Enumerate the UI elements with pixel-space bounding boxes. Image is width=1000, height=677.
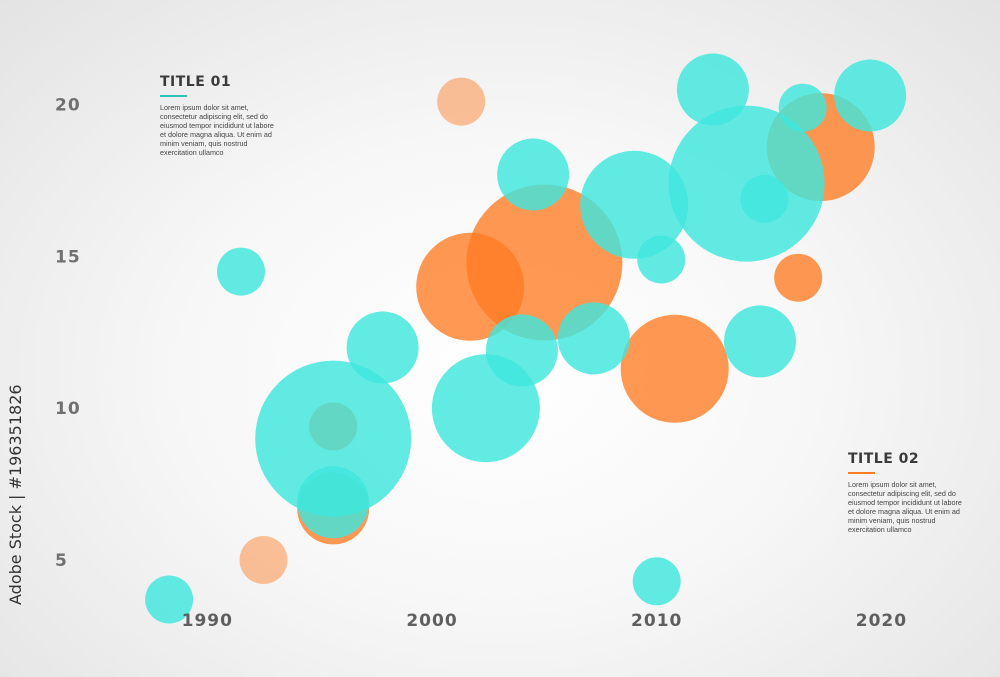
teal-bubble-16 (778, 83, 827, 132)
orange-bubble-6 (774, 253, 823, 302)
annotation-accent-bar (848, 472, 875, 474)
y-tick-label: 20 (55, 96, 81, 116)
y-tick-label: 15 (55, 247, 81, 267)
x-axis-ticks: 1990 2000 2010 2020 (182, 611, 907, 631)
teal-bubble-4 (346, 311, 419, 384)
teal-bubble-6 (485, 314, 558, 387)
annotation-title: TITLE 01 (160, 74, 232, 90)
x-tick-label: 2000 (406, 611, 457, 631)
annotation-body-text: Lorem ipsum dolor sit amet, consectetur … (848, 480, 962, 534)
annotation-accent-bar (160, 95, 187, 97)
stock-credit: Adobe Stock | #196351826 (6, 384, 26, 625)
teal-series (145, 53, 907, 624)
orange-bubble-8 (437, 77, 486, 126)
orange-bubble-0 (239, 536, 288, 584)
teal-bubble-11 (637, 235, 686, 284)
annotation-title: TITLE 02 (848, 451, 920, 467)
teal-bubble-3 (297, 466, 370, 539)
teal-bubble-10 (632, 557, 681, 606)
y-tick-label: 10 (55, 399, 81, 419)
teal-bubble-1 (217, 247, 265, 296)
teal-bubble-7 (497, 138, 570, 211)
y-tick-label: 5 (55, 551, 68, 571)
teal-bubble-17 (834, 59, 907, 132)
teal-bubble-14 (724, 305, 796, 378)
x-tick-label: 2020 (856, 611, 907, 631)
annotation-title-02: TITLE 02 Lorem ipsum dolor sit amet, con… (848, 451, 968, 534)
teal-bubble-9 (580, 150, 689, 259)
teal-bubble-8 (557, 302, 630, 375)
teal-bubble-0 (145, 575, 194, 624)
orange-bubble-4 (466, 184, 623, 341)
x-tick-label: 1990 (182, 611, 233, 631)
stock-credit-text: Adobe Stock | #196351826 (6, 384, 25, 605)
y-axis-ticks: 20 15 10 5 (55, 96, 81, 571)
teal-bubble-15 (740, 174, 789, 223)
teal-bubble-13 (676, 53, 749, 126)
annotation-body-text: Lorem ipsum dolor sit amet, consectetur … (160, 103, 274, 157)
x-tick-label: 2010 (631, 611, 682, 631)
teal-bubble-2 (255, 360, 412, 517)
orange-bubble-5 (620, 314, 729, 423)
annotation-title-01: TITLE 01 Lorem ipsum dolor sit amet, con… (160, 74, 275, 157)
